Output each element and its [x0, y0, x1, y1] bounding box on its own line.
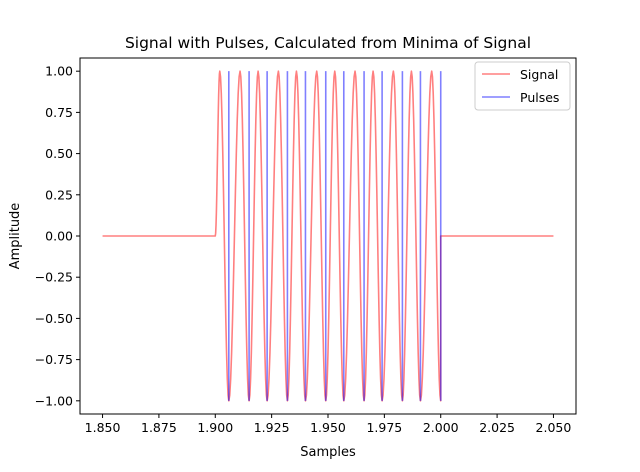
y-tick-label: 0.75: [45, 105, 73, 120]
x-axis-ticks: 1.850 1.875 1.900 1.925 1.950 1.975 2.000 2.025…: [85, 414, 572, 435]
x-tick-label: 1.900: [197, 420, 233, 435]
x-tick-label: 1.925: [254, 420, 290, 435]
legend: Signal Pulses: [474, 61, 571, 111]
x-tick-label: 2.050: [536, 420, 572, 435]
y-axis-ticks: −1.00 −0.75 −0.50 −0.25 0.00 0.25 0.50 0.75 1.00: [35, 64, 80, 408]
y-tick-label: −1.00: [35, 393, 73, 408]
legend-pulses-label: Pulses: [520, 90, 559, 105]
x-tick-label: 1.850: [85, 420, 121, 435]
y-tick-label: 0.50: [45, 146, 73, 161]
y-tick-label: 0.00: [45, 229, 73, 244]
x-tick-label: 2.025: [479, 420, 515, 435]
x-tick-label: 1.950: [310, 420, 346, 435]
x-tick-label: 2.000: [423, 420, 459, 435]
y-tick-label: −0.75: [35, 352, 73, 367]
x-axis-label: Samples: [300, 445, 356, 460]
y-tick-label: −0.25: [35, 270, 73, 285]
plot-area: [79, 57, 577, 415]
x-tick-label: 1.875: [141, 420, 177, 435]
y-tick-label: 1.00: [45, 64, 73, 79]
y-tick-label: 0.25: [45, 187, 73, 202]
y-axis-label: Amplitude: [8, 203, 23, 270]
legend-signal-label: Signal: [520, 67, 558, 82]
x-tick-label: 1.975: [366, 420, 402, 435]
chart-title: Signal with Pulses, Calculated from Mini…: [125, 34, 531, 52]
y-tick-label: −0.50: [35, 311, 73, 326]
